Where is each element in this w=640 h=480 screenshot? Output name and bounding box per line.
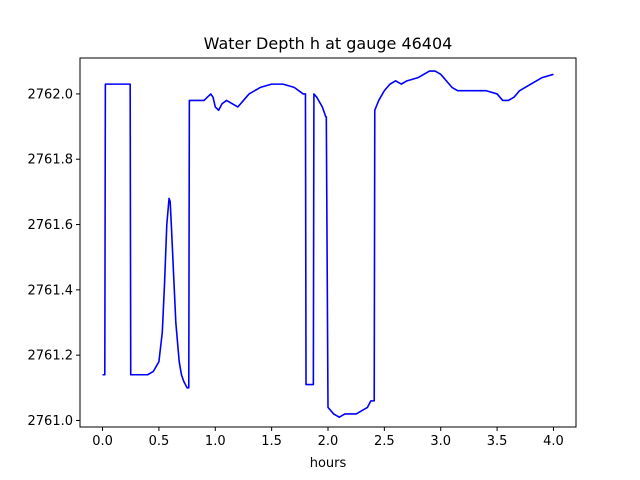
x-tick-label: 3.5 <box>487 434 508 449</box>
x-tick-label: 1.0 <box>205 434 226 449</box>
y-tick-label: 2761.4 <box>28 283 74 298</box>
y-tick-label: 2761.0 <box>28 414 74 429</box>
plot-area <box>102 70 554 418</box>
x-tick-label: 0.0 <box>92 434 113 449</box>
y-tick-label: 2761.2 <box>28 349 74 364</box>
series-line <box>102 70 554 418</box>
x-tick-label: 2.0 <box>318 434 339 449</box>
y-axis: 2761.0 2761.2 2761.4 2761.6 2761.8 2762.0 <box>28 87 80 429</box>
x-axis: 0.0 0.5 1.0 1.5 2.0 2.5 3.0 3.5 4.0 <box>92 427 564 449</box>
x-tick-label: 4.0 <box>543 434 564 449</box>
y-tick-label: 2761.6 <box>28 218 74 233</box>
y-tick-label: 2762.0 <box>28 87 74 102</box>
y-tick-label: 2761.8 <box>28 153 74 168</box>
x-axis-label: hours <box>310 456 347 471</box>
x-tick-label: 3.0 <box>430 434 451 449</box>
chart-title: Water Depth h at gauge 46404 <box>204 34 453 53</box>
x-tick-label: 0.5 <box>149 434 170 449</box>
x-tick-label: 1.5 <box>261 434 282 449</box>
x-tick-label: 2.5 <box>374 434 395 449</box>
